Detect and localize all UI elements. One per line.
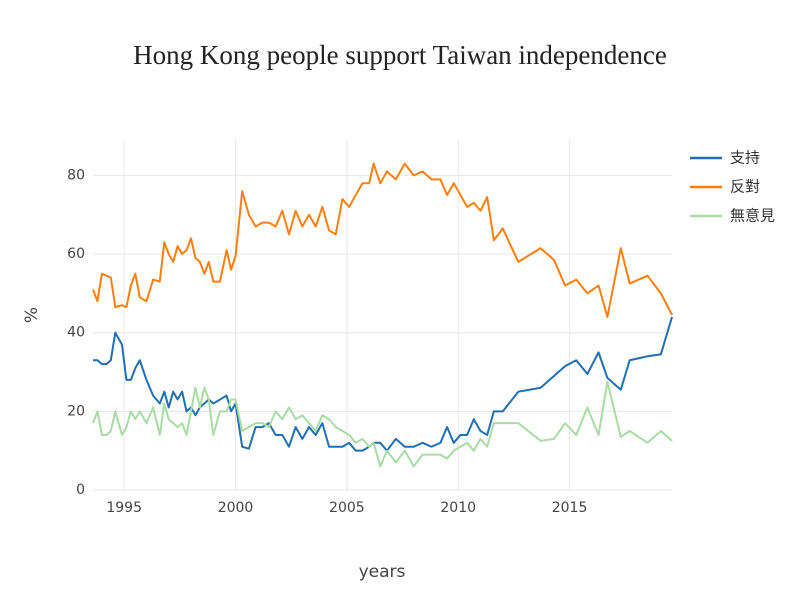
y-tick-label: 40 <box>67 325 85 341</box>
x-tick-label: 2010 <box>440 500 476 516</box>
x-tick-label: 2015 <box>552 500 588 516</box>
y-axis-title: % <box>22 307 42 323</box>
line-series <box>93 316 673 452</box>
y-tick-label: 0 <box>76 482 85 498</box>
x-axis-title: years <box>359 562 406 582</box>
y-tick-label: 60 <box>67 246 85 262</box>
legend-label: 支持 <box>730 149 760 167</box>
legend-label: 反對 <box>730 178 760 196</box>
line-series <box>92 162 673 318</box>
y-tick-label: 20 <box>67 403 85 419</box>
x-tick-label: 2000 <box>218 500 254 516</box>
line-series <box>92 380 673 468</box>
y-tick-label: 80 <box>67 167 85 183</box>
legend-label: 無意見 <box>730 207 775 225</box>
chart-title: Hong Kong people support Taiwan independ… <box>133 40 667 70</box>
x-tick-label: 2005 <box>329 500 365 516</box>
x-tick-label: 1995 <box>106 500 142 516</box>
